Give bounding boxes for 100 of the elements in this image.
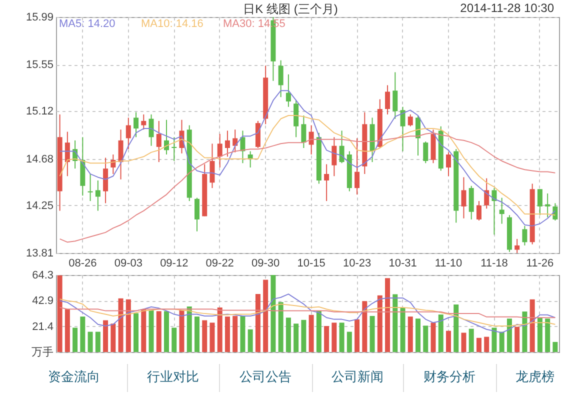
candlestick [324,164,330,202]
bar [408,316,413,352]
bar [141,309,146,352]
bar [446,330,451,352]
candlestick [354,138,360,196]
bar [110,324,116,352]
y-tick-label: 15.99 [26,12,54,24]
bar [430,322,436,352]
bar [179,310,184,352]
candlestick [172,136,177,162]
candlestick [522,225,528,246]
bar [346,332,352,352]
candlestick [476,200,482,222]
bar [468,328,474,352]
bar [232,316,238,352]
y-tick-label: 15.12 [26,106,54,118]
bar [255,294,260,352]
y-tick-label: 14.68 [26,153,54,166]
bar [400,307,406,352]
bar [156,311,162,352]
x-tick-label: 09-12 [160,258,188,270]
bar [148,310,154,352]
bar [499,332,504,352]
x-tick-label: 11-10 [434,258,462,270]
y-tick-label: 15.55 [26,59,54,72]
bar [545,318,550,352]
bar [194,316,200,352]
bar [270,275,276,352]
bar [164,311,170,352]
bar [354,319,360,352]
bar [263,280,268,352]
text: 资金流向 [47,368,101,386]
candlestick [446,152,451,177]
text: 财务分析 [422,368,476,386]
bar [88,332,93,352]
candlestick [545,192,550,218]
candlestick [332,136,337,177]
candlestick [88,173,93,202]
bar [240,316,246,352]
y-tick-label: 13.81 [26,248,54,260]
bar [118,298,124,352]
x-tick-label: 10-31 [388,258,417,270]
candlestick [537,188,542,216]
candlestick [423,140,428,164]
bar [308,314,314,352]
bar [339,322,344,352]
candlestick [248,150,253,168]
candlestick [468,185,474,220]
bar [362,301,368,352]
candlestick [461,176,466,219]
bar [476,338,482,352]
bar [461,332,466,352]
candlestick [499,197,504,224]
line-series [59,298,556,327]
bar [126,299,131,352]
x-tick-label: 11-26 [526,258,554,270]
y-tick-label: 万手 [32,346,54,358]
bar [248,329,253,352]
bar [392,294,398,352]
line-series [59,306,556,318]
bar [202,320,208,352]
candlestick [400,106,406,152]
text: MA5: 14.20 [59,18,116,30]
candlestick [339,130,344,164]
y-tick-label: 64.3 [32,270,54,282]
bar [57,275,62,352]
candlestick [294,100,299,138]
candlestick [194,197,200,232]
candlestick [141,114,146,130]
x-tick-label: 09-30 [252,258,280,270]
bar [80,316,86,352]
chart-title: 日K 线图 (三个月) [243,2,338,16]
bar [64,309,70,352]
candlestick [134,112,139,138]
candlestick [552,202,558,222]
bar [454,304,459,352]
candlestick [278,60,284,98]
bar [316,310,322,352]
bar [294,324,299,352]
bar [72,328,78,352]
candlestick [301,115,306,148]
bar [530,299,535,352]
bar [278,302,284,352]
candlestick [148,114,154,146]
x-tick-label: 10-15 [297,258,326,270]
candlestick [118,129,124,180]
bar [377,295,382,352]
text: MA10: 14.16 [141,18,204,30]
x-tick-label: 09-03 [114,258,142,270]
bar [95,332,100,352]
x-tick-label: 09-22 [206,258,234,270]
bar [423,326,428,352]
y-tick-label: 21.4 [32,320,54,333]
bar [301,320,306,352]
x-tick-label: 08-26 [68,258,97,270]
text: 龙虎榜 [514,368,556,386]
candlestick [392,72,398,120]
bar [506,318,512,352]
bar [514,326,520,352]
bar [492,328,497,352]
